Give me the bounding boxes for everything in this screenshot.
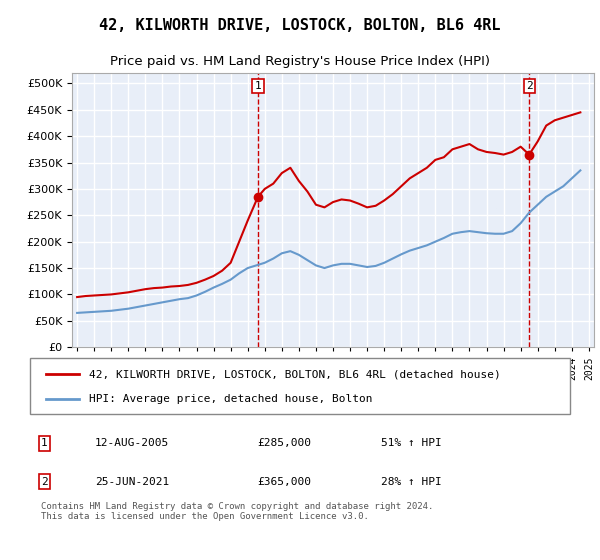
- Text: Price paid vs. HM Land Registry's House Price Index (HPI): Price paid vs. HM Land Registry's House …: [110, 55, 490, 68]
- Text: 12-AUG-2005: 12-AUG-2005: [95, 438, 169, 449]
- FancyBboxPatch shape: [30, 358, 570, 414]
- Text: 1: 1: [254, 81, 262, 91]
- Text: £285,000: £285,000: [257, 438, 311, 449]
- Text: 2: 2: [526, 81, 533, 91]
- Text: 25-JUN-2021: 25-JUN-2021: [95, 477, 169, 487]
- Text: 42, KILWORTH DRIVE, LOSTOCK, BOLTON, BL6 4RL (detached house): 42, KILWORTH DRIVE, LOSTOCK, BOLTON, BL6…: [89, 369, 501, 379]
- Text: Contains HM Land Registry data © Crown copyright and database right 2024.
This d: Contains HM Land Registry data © Crown c…: [41, 502, 433, 521]
- Text: 2: 2: [41, 477, 47, 487]
- Text: HPI: Average price, detached house, Bolton: HPI: Average price, detached house, Bolt…: [89, 394, 373, 404]
- Text: £365,000: £365,000: [257, 477, 311, 487]
- Text: 1: 1: [41, 438, 47, 449]
- Text: 51% ↑ HPI: 51% ↑ HPI: [381, 438, 442, 449]
- Text: 28% ↑ HPI: 28% ↑ HPI: [381, 477, 442, 487]
- Text: 42, KILWORTH DRIVE, LOSTOCK, BOLTON, BL6 4RL: 42, KILWORTH DRIVE, LOSTOCK, BOLTON, BL6…: [99, 18, 501, 33]
